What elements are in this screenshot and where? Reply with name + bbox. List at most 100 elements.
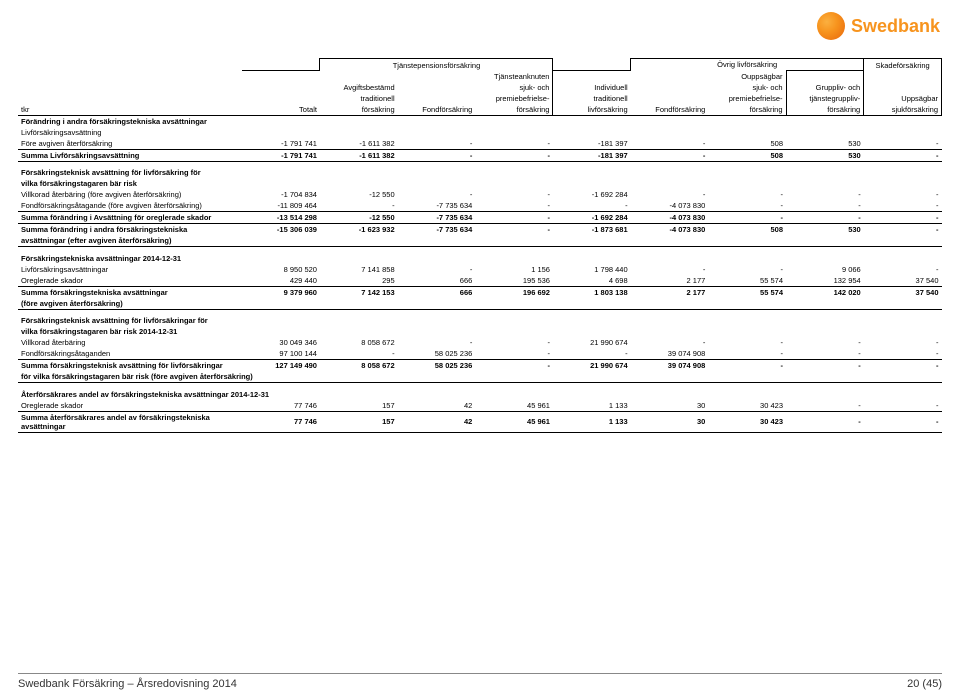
cell: -	[864, 411, 942, 432]
table-row: Oreglerade skador 77 7461574245 9611 133…	[18, 400, 942, 412]
cell: -181 397	[553, 149, 631, 161]
cell: -1 623 932	[320, 224, 398, 236]
brand-logo: Swedbank	[817, 12, 940, 40]
cell: -4 073 830	[631, 224, 709, 236]
cell: 1 133	[553, 400, 631, 412]
cell: -	[631, 189, 709, 200]
hdr-uppsag-1: Uppsägbar	[864, 93, 942, 104]
cell: 530	[786, 149, 864, 161]
s3-title: Försäkringstekniska avsättningar 2014-12…	[18, 253, 942, 264]
cell: 97 100 144	[242, 348, 320, 360]
cell: -	[475, 337, 553, 348]
cell: -	[786, 212, 864, 224]
cell: 58 025 236	[398, 360, 476, 372]
cell: 39 074 908	[631, 348, 709, 360]
cell: -	[708, 337, 786, 348]
cell-label: Villkorad återbäring (före avgiven återf…	[18, 189, 242, 200]
cell: 42	[398, 411, 476, 432]
cell: -	[475, 212, 553, 224]
hdr-avgift-2: traditionell	[320, 93, 398, 104]
cell: -15 306 039	[242, 224, 320, 236]
cell: 508	[708, 138, 786, 150]
cell: -	[708, 264, 786, 275]
cell: -	[786, 337, 864, 348]
cell: 508	[708, 149, 786, 161]
table-sum-row: Summa försäkringsteknisk avsättning för …	[18, 360, 942, 372]
cell: -	[631, 138, 709, 150]
table-row: Fondförsäkringsåtagande (före avgiven åt…	[18, 200, 942, 212]
cell-label: Summa förändring i andra försäkringstekn…	[18, 224, 242, 236]
hdr-tjansteank-2: sjuk- och	[475, 82, 553, 93]
cell: 4 698	[553, 275, 631, 287]
s4-sum-b: för vilka försäkringstagaren bär risk (f…	[18, 371, 942, 383]
cell: 30	[631, 411, 709, 432]
cell: -1 611 382	[320, 149, 398, 161]
cell: 37 540	[864, 286, 942, 298]
cell: 2 177	[631, 286, 709, 298]
cell: -1 692 284	[553, 189, 631, 200]
s1-sub: Livförsäkringsavsättning	[18, 127, 942, 138]
cell: 55 574	[708, 275, 786, 287]
cell: 196 692	[475, 286, 553, 298]
cell: -	[708, 189, 786, 200]
cell: -1 611 382	[320, 138, 398, 150]
table-row: Villkorad återbäring 30 049 3468 058 672…	[18, 337, 942, 348]
cell: -	[786, 411, 864, 432]
hdr-totalt: Totalt	[242, 104, 320, 116]
logo-icon	[817, 12, 845, 40]
hdr-oupp-3: premiebefrielse-	[708, 93, 786, 104]
cell: -1 791 741	[242, 138, 320, 150]
cell: 55 574	[708, 286, 786, 298]
hdr-tjansteank-3: premiebefrielse-	[475, 93, 553, 104]
page-footer: Swedbank Försäkring – Årsredovisning 201…	[18, 673, 942, 690]
s2-title2: vilka försäkringstagaren bär risk	[18, 178, 942, 189]
cell: -7 735 634	[398, 212, 476, 224]
cell: -4 073 830	[631, 200, 709, 212]
cell: 30 049 346	[242, 337, 320, 348]
cell-label: Fondförsäkringsåtagande (före avgiven åt…	[18, 200, 242, 212]
cell: 39 074 908	[631, 360, 709, 372]
cell: -	[786, 200, 864, 212]
cell: 42	[398, 400, 476, 412]
cell: 77 746	[242, 400, 320, 412]
cell: 30 423	[708, 400, 786, 412]
cell: -	[864, 400, 942, 412]
footer-right: 20 (45)	[907, 678, 942, 690]
cell: -	[864, 348, 942, 360]
cell: -	[398, 189, 476, 200]
cell: -11 809 464	[242, 200, 320, 212]
cell: 8 950 520	[242, 264, 320, 275]
cell: 1 798 440	[553, 264, 631, 275]
logo-text: Swedbank	[851, 16, 940, 37]
hdr-indiv-3: livförsäkring	[553, 104, 631, 116]
cell: 77 746	[242, 411, 320, 432]
cell: -4 073 830	[631, 212, 709, 224]
hdr-grupp-3: försäkring	[786, 104, 864, 116]
financial-table: Tjänstepensionsförsäkring Övrig livförsä…	[18, 58, 942, 433]
cell: -12 550	[320, 189, 398, 200]
cell: -	[864, 264, 942, 275]
cell-label: Oreglerade skador	[18, 400, 242, 412]
footer-left: Swedbank Försäkring – Årsredovisning 201…	[18, 678, 237, 690]
cell: 21 990 674	[553, 337, 631, 348]
cell: 127 149 490	[242, 360, 320, 372]
cell: -	[786, 348, 864, 360]
cell: 2 177	[631, 275, 709, 287]
s2-title1: Försäkringsteknisk avsättning för livför…	[18, 167, 942, 178]
header-group-skade: Skadeförsäkring	[864, 59, 942, 71]
cell-label: Summa förändring i Avsättning för oregle…	[18, 212, 242, 224]
cell: -1 692 284	[553, 212, 631, 224]
cell: -12 550	[320, 212, 398, 224]
cell: 37 540	[864, 275, 942, 287]
table-row: Livförsäkringsavsättningar 8 950 5207 14…	[18, 264, 942, 275]
cell-label: Livförsäkringsavsättningar	[18, 264, 242, 275]
table-row: Fondförsäkringsåtaganden 97 100 144-58 0…	[18, 348, 942, 360]
s2-sum2b: avsättningar (efter avgiven återförsäkri…	[18, 235, 942, 247]
table-header: Tjänstepensionsförsäkring Övrig livförsä…	[18, 59, 942, 116]
table-sum-row: Summa Livförsäkringsavsättning -1 791 74…	[18, 149, 942, 161]
cell: 429 440	[242, 275, 320, 287]
hdr-indiv-1: Individuell	[553, 82, 631, 93]
cell: -	[475, 348, 553, 360]
cell: -	[631, 264, 709, 275]
section-2: Försäkringsteknisk avsättning för livför…	[18, 167, 942, 247]
